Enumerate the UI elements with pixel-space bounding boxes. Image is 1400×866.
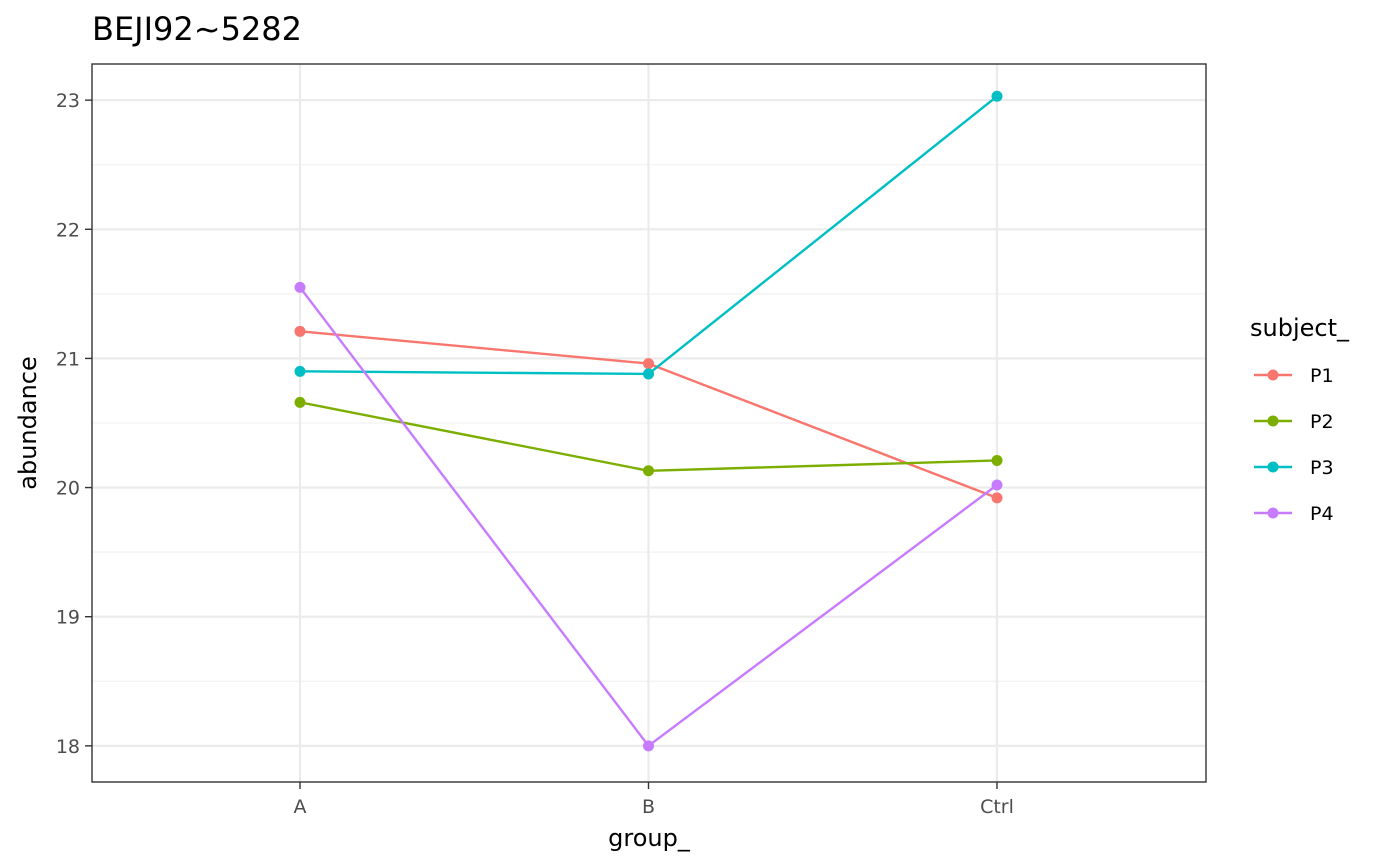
- y-axis-title: abundance: [14, 356, 42, 489]
- legend-marker: [1267, 461, 1279, 473]
- legend-item-p2: P2: [1254, 411, 1334, 433]
- legend-marker: [1267, 507, 1279, 519]
- data-point-p2-b: [643, 465, 654, 477]
- data-point-p1-ctrl: [991, 492, 1003, 504]
- data-point-p3-b: [643, 368, 654, 380]
- chart-title: BEJI92~5282: [92, 10, 302, 48]
- data-point-p4-ctrl: [991, 479, 1003, 491]
- data-point-p3-a: [294, 365, 306, 377]
- y-tick-label: 18: [56, 736, 80, 758]
- data-point-p2-a: [294, 396, 306, 408]
- legend-label: P2: [1310, 411, 1334, 433]
- data-point-p3-ctrl: [991, 90, 1003, 102]
- x-tick-label: Ctrl: [980, 796, 1014, 818]
- x-tick-label: B: [642, 796, 655, 818]
- x-tick-label: A: [294, 796, 307, 818]
- data-point-p1-a: [294, 325, 306, 337]
- legend-marker: [1267, 415, 1279, 427]
- legend-label: P1: [1310, 365, 1334, 387]
- legend: subject_ P1 P2 P3 P4: [1250, 314, 1350, 525]
- plot-panel: 18 19 20 21 22 23 A B Ctrl: [56, 63, 1207, 818]
- y-tick-label: 22: [56, 219, 80, 241]
- legend-item-p1: P1: [1254, 365, 1334, 387]
- y-tick-label: 19: [56, 607, 80, 629]
- y-tick-label: 23: [56, 90, 80, 112]
- legend-label: P3: [1310, 457, 1334, 479]
- y-tick-label: 20: [56, 478, 80, 500]
- legend-item-p4: P4: [1254, 503, 1334, 525]
- legend-title: subject_: [1250, 314, 1350, 342]
- data-point-p2-ctrl: [991, 454, 1003, 466]
- legend-item-p3: P3: [1254, 457, 1334, 479]
- legend-label: P4: [1310, 503, 1334, 525]
- data-point-p1-b: [643, 358, 654, 370]
- data-point-p4-a: [294, 281, 306, 293]
- y-tick-label: 21: [56, 348, 80, 370]
- data-point-p4-b: [643, 740, 654, 752]
- x-axis-title: group_: [608, 824, 691, 852]
- legend-marker: [1267, 369, 1279, 381]
